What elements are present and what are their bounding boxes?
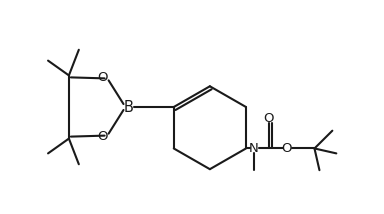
- Text: O: O: [98, 71, 108, 84]
- Text: O: O: [263, 112, 274, 125]
- Text: N: N: [249, 142, 259, 155]
- Text: B: B: [124, 100, 133, 114]
- Text: O: O: [98, 130, 108, 143]
- Text: O: O: [281, 142, 292, 155]
